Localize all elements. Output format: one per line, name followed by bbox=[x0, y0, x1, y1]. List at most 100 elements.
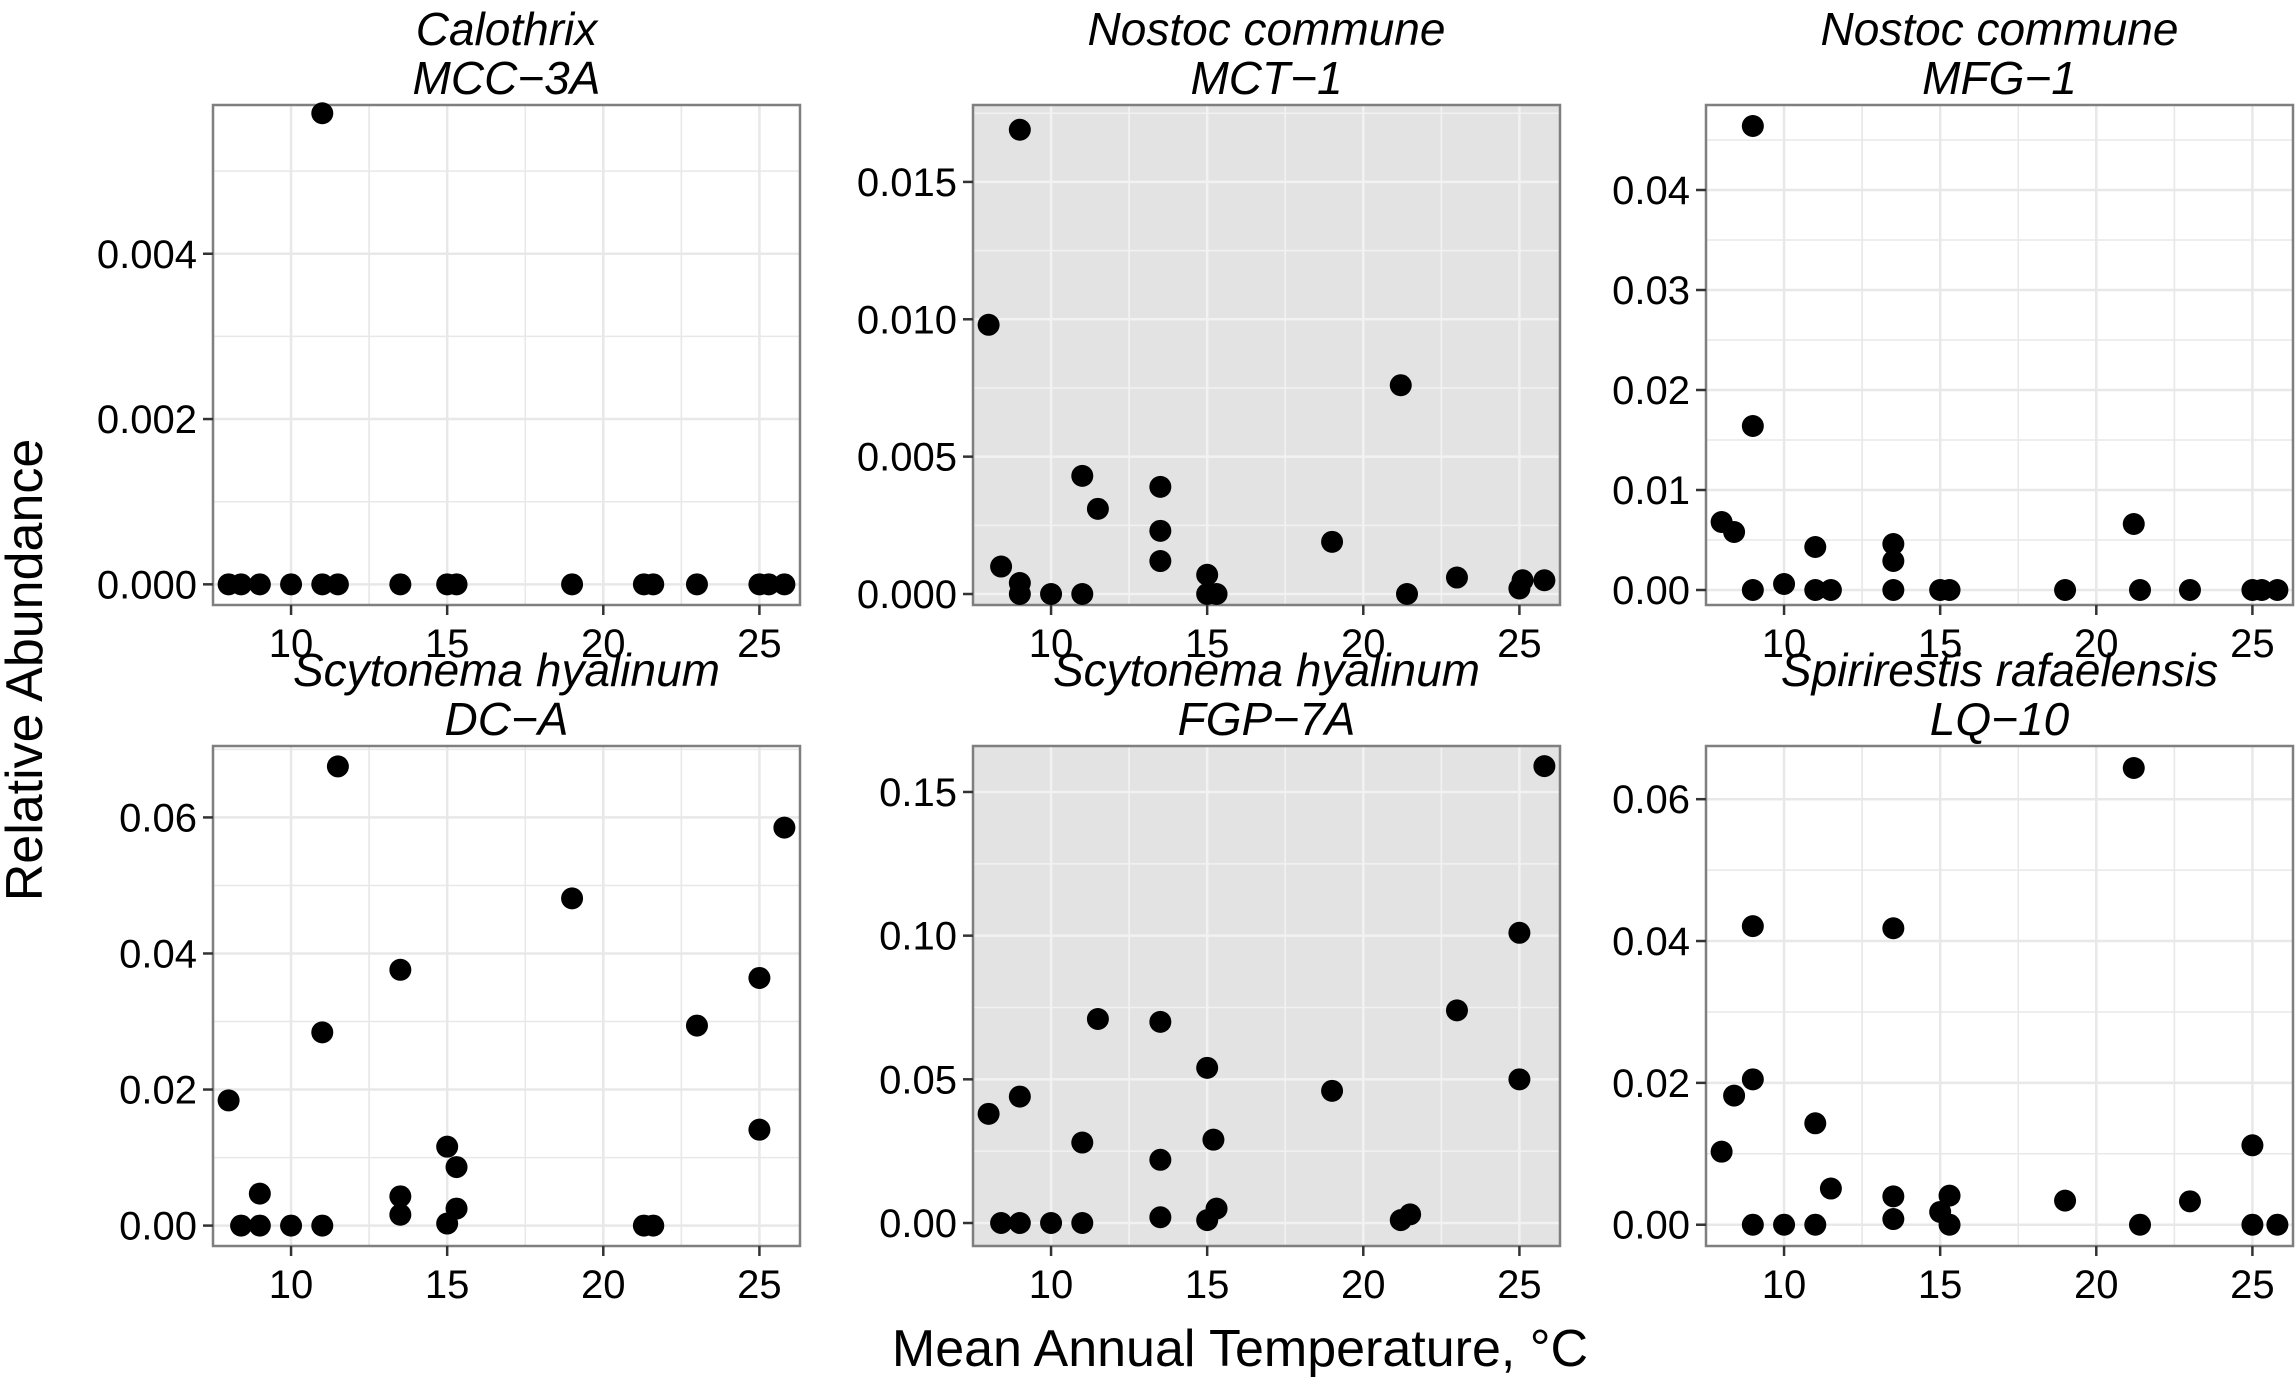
data-point bbox=[280, 573, 303, 596]
data-point bbox=[561, 887, 584, 910]
data-point bbox=[1882, 533, 1905, 555]
data-point bbox=[311, 1214, 334, 1237]
data-point bbox=[1804, 579, 1827, 601]
data-point bbox=[230, 573, 253, 596]
y-tick-label: 0.02 bbox=[1612, 1062, 1690, 1106]
facet-panel-2: 0.000 0.005 0.010 0.015 10 15 20 25 Nostoc commu… bbox=[857, 3, 1562, 666]
panel-title-strain: LQ−10 bbox=[1930, 693, 2070, 745]
x-tick-label: 20 bbox=[1341, 622, 1386, 666]
panel-title-species: Nostoc commune bbox=[1088, 3, 1446, 55]
data-point bbox=[1071, 583, 1094, 606]
data-point bbox=[1882, 550, 1905, 572]
panel-border bbox=[971, 744, 1562, 1248]
data-point bbox=[1819, 1177, 1842, 1200]
data-point bbox=[1071, 1212, 1094, 1235]
x-tick-label: 10 bbox=[1762, 1263, 1807, 1307]
data-point bbox=[217, 1089, 240, 1112]
facet-panel-6: 0.00 0.02 0.04 0.06 10 15 20 25 Spirirestis rafa… bbox=[1612, 644, 2295, 1307]
y-tick-label: 0.000 bbox=[97, 563, 197, 607]
x-tick-label: 15 bbox=[425, 622, 470, 666]
panel-border bbox=[211, 744, 802, 1248]
panel-background bbox=[973, 105, 1560, 605]
data-point bbox=[2266, 579, 2289, 601]
x-tick-label: 10 bbox=[1029, 1263, 1074, 1307]
data-point bbox=[2266, 1213, 2289, 1236]
y-tick-label: 0.002 bbox=[97, 398, 197, 442]
data-point bbox=[1008, 1085, 1031, 1108]
data-point bbox=[1773, 1213, 1796, 1236]
data-point bbox=[1882, 917, 1905, 940]
data-point bbox=[248, 1182, 271, 1205]
data-point bbox=[445, 573, 468, 596]
data-point bbox=[1202, 1128, 1225, 1151]
data-point bbox=[1086, 1007, 1109, 1030]
y-tick-label: 0.00 bbox=[119, 1205, 197, 1249]
facet-panel-3: 0.00 0.01 0.02 0.03 0.04 10 15 20 25 Nostoc commu… bbox=[1612, 3, 2295, 666]
x-tick-label: 25 bbox=[2230, 1263, 2275, 1307]
data-point bbox=[1882, 1185, 1905, 1208]
panel-background bbox=[1706, 746, 2293, 1246]
data-point bbox=[1445, 999, 1468, 1022]
y-tick-label: 0.06 bbox=[119, 796, 197, 840]
data-point bbox=[2129, 1213, 2152, 1236]
x-tick-label: 10 bbox=[269, 1263, 314, 1307]
data-point bbox=[1149, 475, 1172, 498]
data-point bbox=[1804, 1112, 1827, 1135]
y-axis-title: Relative Abundance bbox=[0, 439, 54, 902]
data-point bbox=[748, 966, 771, 989]
data-point bbox=[977, 313, 1000, 336]
panel-title-strain: MCC−3A bbox=[413, 52, 601, 104]
panel-background bbox=[1706, 105, 2293, 605]
data-point bbox=[990, 555, 1013, 578]
y-tick-label: 0.03 bbox=[1612, 269, 1690, 313]
x-tick-label: 25 bbox=[737, 1263, 782, 1307]
y-tick-label: 0.005 bbox=[857, 436, 957, 480]
data-point bbox=[436, 1212, 459, 1235]
y-tick-label: 0.02 bbox=[1612, 369, 1690, 413]
y-tick-label: 0.000 bbox=[857, 573, 957, 617]
data-point bbox=[1149, 519, 1172, 542]
data-point bbox=[1196, 1209, 1219, 1232]
data-point bbox=[1773, 573, 1796, 595]
panel-title-species: Calothrix bbox=[416, 3, 600, 55]
data-point bbox=[1882, 1208, 1905, 1231]
data-point bbox=[1389, 374, 1412, 397]
data-point bbox=[248, 1214, 271, 1237]
panel-title-species: Scytonema hyalinum bbox=[1053, 644, 1480, 696]
data-point bbox=[2129, 579, 2152, 601]
data-point bbox=[748, 1118, 771, 1141]
data-point bbox=[389, 958, 412, 981]
data-point bbox=[685, 1014, 708, 1037]
panel-title-strain: MCT−1 bbox=[1190, 52, 1342, 104]
data-point bbox=[1445, 566, 1468, 589]
data-point bbox=[1723, 521, 1746, 543]
data-point bbox=[990, 1212, 1013, 1235]
y-tick-label: 0.010 bbox=[857, 298, 957, 342]
x-tick-label: 10 bbox=[1762, 622, 1807, 666]
y-tick-label: 0.10 bbox=[879, 915, 957, 959]
data-point bbox=[1710, 1140, 1733, 1163]
data-point bbox=[1804, 1213, 1827, 1236]
data-point bbox=[1086, 497, 1109, 520]
data-point bbox=[1938, 579, 1961, 601]
data-point bbox=[1399, 1203, 1422, 1226]
y-tick-label: 0.06 bbox=[1612, 778, 1690, 822]
data-point bbox=[2241, 1134, 2264, 1157]
x-tick-label: 25 bbox=[737, 622, 782, 666]
y-tick-label: 0.015 bbox=[857, 161, 957, 205]
x-tick-label: 20 bbox=[581, 622, 626, 666]
data-point bbox=[1205, 583, 1228, 606]
data-point bbox=[2178, 579, 2201, 601]
data-point bbox=[2122, 513, 2145, 535]
data-point bbox=[1938, 1213, 1961, 1236]
facet-panel-4: 0.00 0.02 0.04 0.06 10 15 20 25 Scytonema hyalin… bbox=[119, 644, 802, 1307]
data-point bbox=[773, 573, 796, 596]
data-point bbox=[1533, 569, 1556, 592]
x-tick-label: 15 bbox=[1918, 1263, 1963, 1307]
data-point bbox=[1149, 550, 1172, 573]
data-point bbox=[389, 573, 412, 596]
data-point bbox=[1511, 569, 1534, 592]
data-point bbox=[1071, 1131, 1094, 1154]
